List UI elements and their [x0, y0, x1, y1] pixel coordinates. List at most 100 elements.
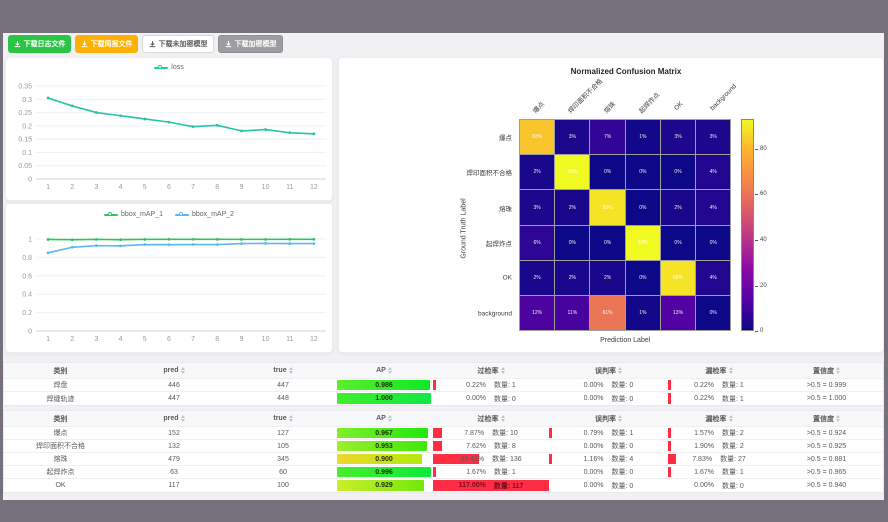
sort-icon[interactable]: [836, 367, 840, 374]
column-header-over[interactable]: 过检率: [433, 411, 549, 426]
legend-item-loss[interactable]: loss: [154, 64, 184, 71]
heatmap-xaxis-label: Prediction Label: [600, 337, 651, 345]
over-detection-cell: 117.00% 数量: 117: [433, 479, 549, 492]
table-row[interactable]: 焊盘 446 447 0.986 0.22% 数量: 1 0.00% 数量: 0 0.22…: [4, 379, 883, 392]
column-header-mis[interactable]: 误判率: [549, 363, 668, 378]
rate-bar: [433, 467, 436, 477]
sort-icon[interactable]: [288, 367, 293, 374]
column-header-conf[interactable]: 置信度: [770, 411, 883, 426]
table-header-row: 类别 pred true AP 过检率 误判率 漏检率 置信度: [4, 411, 883, 427]
rate-value: 1.16%: [583, 455, 604, 463]
sort-icon[interactable]: [387, 415, 392, 422]
pred-cell: 446: [168, 381, 180, 389]
column-header-label: 类别: [53, 367, 68, 375]
download-button-2[interactable]: 下载未加密模型: [142, 35, 214, 53]
ap-cell: 0.953: [335, 440, 433, 452]
sort-icon[interactable]: [728, 367, 733, 374]
rate-value: 0.00%: [583, 442, 604, 450]
cls-cell: OK: [55, 482, 66, 489]
table-row[interactable]: 焊印面积不合格 132 105 0.953 7.62% 数量: 8 0.00% 数量: …: [4, 440, 883, 453]
mis-judge-cell: 0.00% 数量: 0: [549, 479, 668, 492]
svg-text:0.2: 0.2: [22, 123, 32, 130]
sort-icon[interactable]: [500, 415, 505, 422]
heatmap-cell: 2%: [555, 260, 590, 296]
heatmap-cell: 3%: [660, 120, 696, 155]
ap-bar: [337, 380, 430, 390]
sort-icon[interactable]: [387, 367, 392, 374]
heatmap-row-label: 焊印面积不合格: [466, 170, 513, 178]
ap-cell: 0.996: [335, 466, 433, 478]
heatmap-cell: 61%: [590, 296, 625, 331]
sort-icon[interactable]: [728, 415, 733, 422]
column-header-true[interactable]: true: [231, 411, 335, 426]
svg-text:0.15: 0.15: [18, 137, 32, 144]
sort-icon[interactable]: [180, 367, 185, 374]
svg-text:6: 6: [167, 184, 171, 191]
column-header-over[interactable]: 过检率: [433, 363, 549, 378]
svg-text:11: 11: [286, 336, 293, 343]
svg-text:5: 5: [143, 336, 147, 343]
sort-icon[interactable]: [836, 415, 840, 422]
column-header-miss[interactable]: 漏检率: [668, 363, 770, 378]
column-header-miss[interactable]: 漏检率: [668, 411, 770, 426]
over-detection-cell: 7.87% 数量: 10: [433, 427, 549, 439]
rate-value: 0.00%: [583, 395, 604, 402]
column-header-pred[interactable]: pred: [117, 363, 231, 378]
column-header-ap[interactable]: AP: [335, 411, 433, 426]
rate-count: 数量: 1: [611, 430, 634, 437]
column-header-conf[interactable]: 置信度: [770, 363, 883, 378]
download-button-1[interactable]: 下载简报文件: [75, 35, 138, 53]
content-area: 下载日志文件 下载简报文件 下载未加密模型 下载加密模型 loss 0 0.05 0…: [3, 33, 884, 500]
column-header-mis[interactable]: 误判率: [549, 411, 668, 426]
table-row[interactable]: OK 117 100 0.929 117.00% 数量: 117 0.00% 数量: 0…: [4, 479, 883, 492]
legend-label: bbox_mAP_1: [120, 211, 163, 218]
download-button-0[interactable]: 下载日志文件: [8, 35, 71, 53]
column-header-pred[interactable]: pred: [117, 411, 231, 426]
heatmap-cell: 0%: [696, 296, 731, 331]
legend-label: loss: [171, 64, 184, 71]
heatmap-row-label: 起焊炸点: [486, 240, 512, 248]
table-row[interactable]: 爆点 152 127 0.967 7.87% 数量: 10 0.79% 数量: 1 1.5…: [4, 427, 883, 440]
rate-bar: [433, 480, 549, 491]
svg-text:10: 10: [262, 336, 270, 343]
download-button-label: 下载日志文件: [23, 41, 66, 48]
download-button-3[interactable]: 下载加密模型: [218, 35, 283, 53]
column-header-ap[interactable]: AP: [335, 363, 433, 378]
svg-text:7: 7: [191, 184, 195, 191]
sort-icon[interactable]: [180, 415, 185, 422]
svg-text:2: 2: [70, 336, 74, 343]
svg-text:12: 12: [310, 336, 318, 343]
column-header-true[interactable]: true: [231, 363, 335, 378]
table-row[interactable]: 焊缝轨迹 447 448 1.000 0.00% 数量: 0 0.00% 数量: 0 0.…: [4, 392, 883, 405]
over-detection-cell: 39.42% 数量: 136: [433, 453, 549, 465]
heatmap-cell: 0%: [555, 225, 590, 260]
heatmap-cell: 0%: [590, 155, 625, 190]
ap-cell: 0.929: [335, 479, 433, 492]
download-icon: [149, 40, 155, 47]
sort-icon[interactable]: [288, 415, 293, 422]
heatmap-col-label: 熔珠: [602, 100, 617, 115]
sort-icon[interactable]: [618, 367, 622, 374]
ap-value: 0.967: [375, 429, 393, 437]
ap-cell: 1.000: [335, 392, 433, 405]
column-header-label: 置信度: [813, 415, 834, 423]
sort-icon[interactable]: [618, 415, 622, 422]
download-icon: [81, 40, 87, 47]
over-detection-cell: 1.67% 数量: 1: [433, 466, 549, 478]
svg-text:3: 3: [94, 184, 98, 191]
svg-text:0: 0: [28, 329, 32, 336]
metrics-tables: 类别 pred true AP 过检率 误判率 漏检率 置信度 焊盘 446 447 0.986 0.…: [3, 362, 884, 497]
table-row[interactable]: 起焊炸点 63 60 0.996 1.67% 数量: 1 0.00% 数量: 0 1.67…: [4, 466, 883, 479]
mis-judge-cell: 0.00% 数量: 0: [549, 392, 668, 405]
rate-value: 7.62%: [466, 442, 487, 450]
mis-judge-cell: 1.16% 数量: 4: [549, 453, 668, 465]
heatmap-cell: 12%: [520, 296, 555, 331]
legend-item-bbox_mAP_2[interactable]: bbox_mAP_2: [175, 211, 234, 218]
pred-cell: 447: [168, 395, 180, 402]
rate-value: 7.87%: [464, 429, 485, 437]
svg-text:0.2: 0.2: [22, 310, 32, 317]
heatmap-yaxis-label: Ground Truth Label: [460, 198, 468, 259]
legend-item-bbox_mAP_1[interactable]: bbox_mAP_1: [103, 211, 163, 218]
sort-icon[interactable]: [500, 367, 505, 374]
